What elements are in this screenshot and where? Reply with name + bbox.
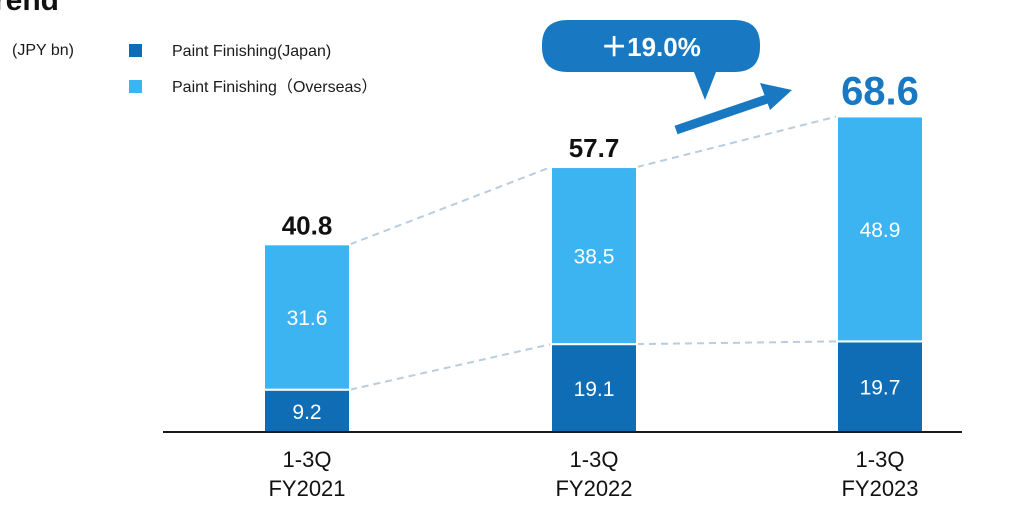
value-label-japan-3: 19.7 bbox=[860, 377, 901, 400]
bar-japan-3 bbox=[836, 340, 924, 434]
page-title-fragment: rend bbox=[0, 0, 59, 17]
value-label-overseas-3: 48.9 bbox=[860, 219, 901, 242]
callout-bubble bbox=[542, 20, 760, 100]
value-label-overseas-2: 38.5 bbox=[574, 246, 615, 269]
category-label-1-line-2: FY2021 bbox=[268, 476, 345, 501]
value-label-overseas-1: 31.6 bbox=[287, 307, 328, 330]
value-label-japan-2: 19.1 bbox=[574, 378, 615, 401]
total-label-1: 40.8 bbox=[282, 210, 333, 240]
growth-rate-label: ＋19.0% bbox=[601, 32, 701, 62]
category-label-3-line-2: FY2023 bbox=[841, 476, 918, 501]
growth-arrow-shaft bbox=[674, 91, 778, 135]
connector-japan-1 bbox=[349, 343, 552, 391]
legend-label-japan: Paint Finishing(Japan) bbox=[172, 43, 331, 60]
legend-swatch-japan bbox=[129, 44, 142, 57]
bar-overseas-2 bbox=[550, 166, 638, 346]
bar-overseas-1 bbox=[263, 243, 351, 391]
connector-japan-2 bbox=[636, 340, 838, 346]
connector-overseas-2 bbox=[636, 115, 838, 169]
connector-lines bbox=[349, 115, 838, 391]
category-label-3-line-1: 1-3Q bbox=[856, 447, 905, 472]
category-label-2-line-2: FY2022 bbox=[555, 476, 632, 501]
bar-overseas-3 bbox=[836, 115, 924, 343]
unit-label: (JPY bn) bbox=[12, 42, 74, 59]
total-label-2: 57.7 bbox=[569, 133, 620, 163]
bars bbox=[263, 115, 924, 434]
category-label-2-line-1: 1-3Q bbox=[570, 447, 619, 472]
connector-overseas-1 bbox=[349, 166, 552, 246]
value-label-japan-1: 9.2 bbox=[292, 401, 321, 424]
legend: Paint Finishing(Japan) Paint Finishing（O… bbox=[129, 43, 377, 96]
legend-label-overseas: Paint Finishing（Overseas） bbox=[172, 78, 377, 96]
legend-swatch-overseas bbox=[129, 80, 142, 93]
growth-arrow-icon bbox=[760, 83, 792, 110]
labels: 9.2 31.6 40.8 1-3Q FY2021 19.1 38.5 57.7 1-3Q FY2… bbox=[268, 69, 918, 501]
category-label-1-line-1: 1-3Q bbox=[283, 447, 332, 472]
growth-callout: ＋19.0% bbox=[542, 20, 792, 135]
total-label-3: 68.6 bbox=[841, 69, 919, 113]
